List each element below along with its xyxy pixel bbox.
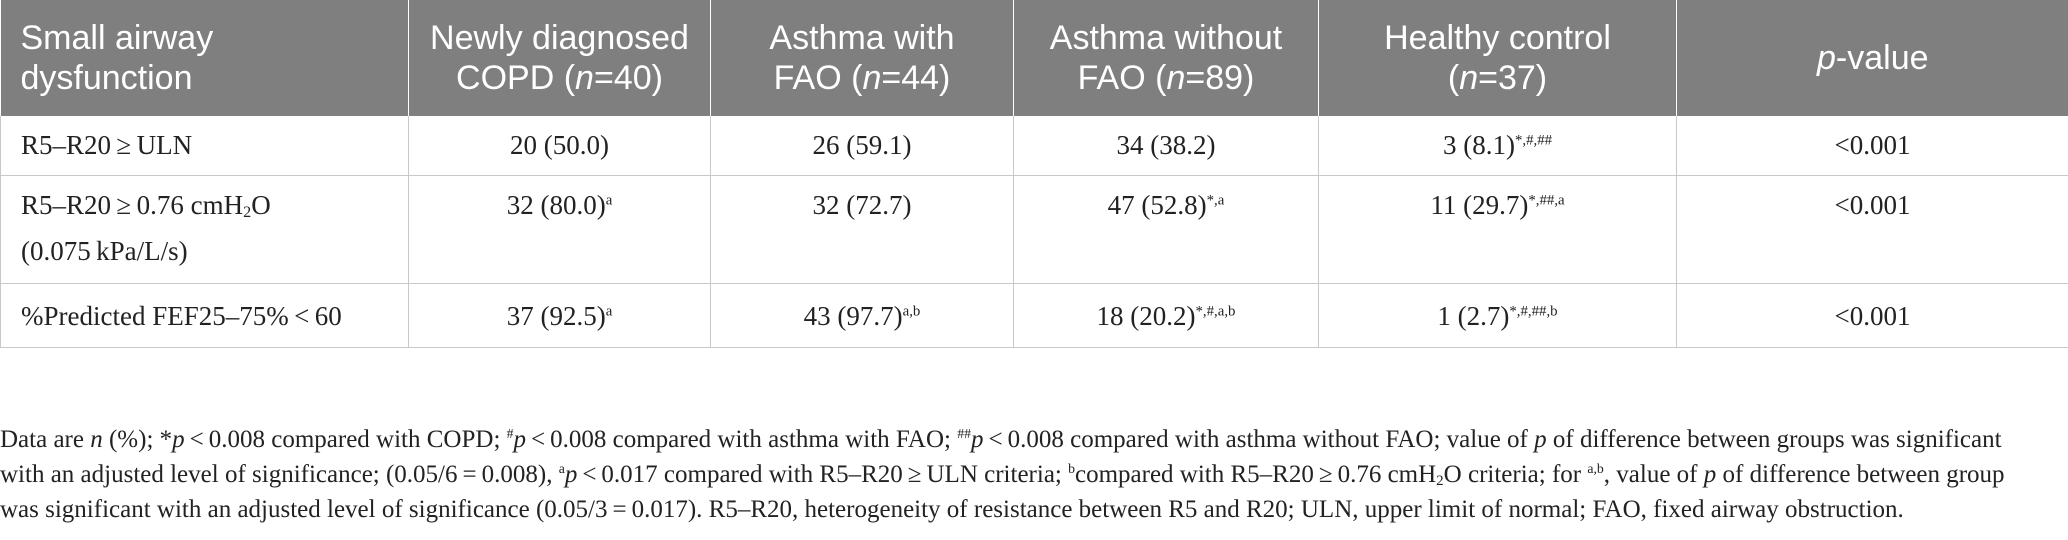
row-label: %Predicted FEF25–75% < 60 bbox=[0, 283, 409, 348]
row-label: R5–R20 ≥ 0.76 cmH2O (0.075 kPa/L/s) bbox=[0, 175, 409, 284]
p-value-cell: <0.001 bbox=[1676, 116, 2068, 176]
table-cell: 26 (59.1) bbox=[710, 116, 1014, 176]
header-asthma-without-fao: Asthma without FAO (n=89) bbox=[1013, 0, 1319, 116]
table-cell: 3 (8.1)*,#,## bbox=[1318, 116, 1677, 176]
table-footnote: Data are n (%); *p < 0.008 compared with… bbox=[0, 426, 2005, 523]
header-healthy-control: Healthy control (n=37) bbox=[1318, 0, 1677, 116]
data-table: Small airway dysfunction Newly diagnosed… bbox=[0, 0, 2068, 348]
table-cell: 43 (97.7)a,b bbox=[710, 283, 1014, 348]
table-cell: 32 (72.7) bbox=[710, 175, 1014, 284]
table-row: R5–R20 ≥ ULN 20 (50.0) 26 (59.1) 34 (38.… bbox=[0, 116, 2068, 176]
header-row: Small airway dysfunction Newly diagnosed… bbox=[0, 0, 2068, 116]
table-body: R5–R20 ≥ ULN 20 (50.0) 26 (59.1) 34 (38.… bbox=[0, 116, 2068, 348]
table-row: %Predicted FEF25–75% < 60 37 (92.5)a 43 … bbox=[0, 283, 2068, 348]
row-label: R5–R20 ≥ ULN bbox=[0, 116, 409, 176]
table-cell: 1 (2.7)*,#,##,b bbox=[1318, 283, 1677, 348]
p-value-cell: <0.001 bbox=[1676, 175, 2068, 284]
table-cell: 37 (92.5)a bbox=[408, 283, 711, 348]
table-cell: 11 (29.7)*,##,a bbox=[1318, 175, 1677, 284]
table-row: R5–R20 ≥ 0.76 cmH2O (0.075 kPa/L/s) 32 (8… bbox=[0, 175, 2068, 284]
table-cell: 18 (20.2)*,#,a,b bbox=[1013, 283, 1319, 348]
table-figure: Small airway dysfunction Newly diagnosed… bbox=[0, 0, 2068, 348]
header-p-value: p-value bbox=[1676, 0, 2068, 116]
table-header: Small airway dysfunction Newly diagnosed… bbox=[0, 0, 2068, 116]
p-value-cell: <0.001 bbox=[1676, 283, 2068, 348]
header-small-airway-dysfunction: Small airway dysfunction bbox=[0, 0, 409, 116]
table-cell: 47 (52.8)*,a bbox=[1013, 175, 1319, 284]
header-asthma-with-fao: Asthma with FAO (n=44) bbox=[710, 0, 1014, 116]
table-cell: 34 (38.2) bbox=[1013, 116, 1319, 176]
table-cell: 32 (80.0)a bbox=[408, 175, 711, 284]
table-cell: 20 (50.0) bbox=[408, 116, 711, 176]
header-newly-diagnosed-copd: Newly diagnosed COPD (n=40) bbox=[408, 0, 711, 116]
